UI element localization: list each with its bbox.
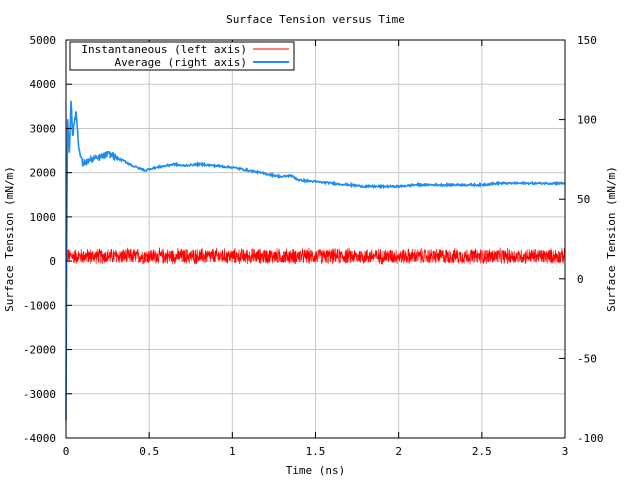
y2-tick-label-0: -100 bbox=[577, 432, 604, 445]
x-tick-label-1: 0.5 bbox=[139, 445, 159, 458]
y2-tick-labels: -100 -50 0 50 100 150 bbox=[577, 34, 604, 445]
y2-tick-label-5: 150 bbox=[577, 34, 597, 47]
y2-tick-label-3: 50 bbox=[577, 193, 590, 206]
series-instantaneous-line bbox=[65, 110, 566, 425]
x-tick-label-5: 2.5 bbox=[472, 445, 492, 458]
y-tick-label-5: 1000 bbox=[30, 211, 57, 224]
chart-title: Surface Tension versus Time bbox=[226, 13, 405, 26]
y-tick-label-6: 2000 bbox=[30, 167, 57, 180]
y2-tick-label-1: -50 bbox=[577, 352, 597, 365]
y-tick-labels: -4000 -3000 -2000 -1000 0 1000 2000 3000 4000 500… bbox=[23, 34, 56, 445]
y-tick-label-4: 0 bbox=[49, 255, 56, 268]
series-average-line bbox=[65, 100, 566, 421]
legend-box bbox=[69, 41, 295, 71]
y2-axis-label: Surface Tension (mN/m) bbox=[605, 166, 618, 312]
legend-entry-average: Average (right axis) bbox=[115, 56, 247, 69]
x-tick-label-0: 0 bbox=[63, 445, 70, 458]
x-tick-label-6: 3 bbox=[562, 445, 569, 458]
y-tick-label-3: -1000 bbox=[23, 299, 56, 312]
y-tick-label-8: 4000 bbox=[30, 78, 57, 91]
legend: Instantaneous (left axis) Average (right… bbox=[69, 41, 295, 71]
y2-tick-label-2: 0 bbox=[577, 273, 584, 286]
x-tick-label-2: 1 bbox=[229, 445, 236, 458]
y-tick-label-9: 5000 bbox=[30, 34, 57, 47]
axis-ticks bbox=[65, 39, 566, 439]
x-tick-labels: 0 0.5 1 1.5 2 2.5 3 bbox=[63, 445, 569, 458]
x-tick-label-3: 1.5 bbox=[306, 445, 326, 458]
y-tick-label-2: -2000 bbox=[23, 344, 56, 357]
grid-lines bbox=[66, 40, 565, 438]
y-tick-label-0: -4000 bbox=[23, 432, 56, 445]
y-axis-label: Surface Tension (mN/m) bbox=[3, 166, 16, 312]
x-tick-label-4: 2 bbox=[395, 445, 402, 458]
x-axis-label: Time (ns) bbox=[286, 464, 346, 477]
y-tick-label-7: 3000 bbox=[30, 122, 57, 135]
y2-tick-label-4: 100 bbox=[577, 114, 597, 127]
y-tick-label-1: -3000 bbox=[23, 388, 56, 401]
legend-entry-instantaneous: Instantaneous (left axis) bbox=[81, 43, 247, 56]
series-layer bbox=[65, 100, 566, 425]
